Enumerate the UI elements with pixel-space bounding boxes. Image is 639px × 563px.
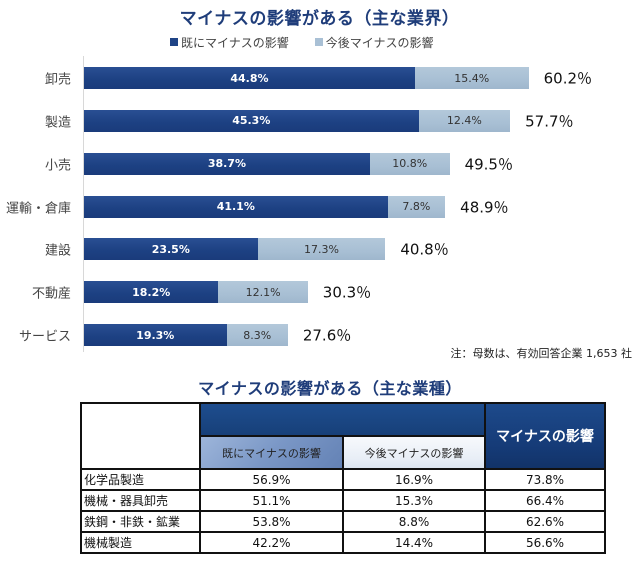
industry-table: マイナスの影響 既にマイナスの影響 今後マイナスの影響 化学品製造 56.9% … [80,402,606,554]
bar-segment-future: 8.3% [226,324,288,347]
table-header-already: 既にマイナスの影響 [199,435,344,470]
future-value: 8.8% [342,510,486,533]
category-label: 建設 [44,243,71,259]
already-value: 53.8% [199,510,344,533]
bar-value-label-already: 44.8% [230,71,269,85]
category-label: サービス [18,329,71,345]
bar-value-label-already: 19.3% [136,328,175,342]
chart-title: マイナスの影響がある（主な業界） [179,9,460,29]
bar-value-label-future: 12.4% [446,114,482,128]
bar-value-label-future: 17.3% [303,242,339,256]
total-value: 62.6% [484,510,606,533]
chart-legend: 既にマイナスの影響 今後マイナスの影響 [170,34,460,50]
industry-name: 鉄鋼・非鉄・鉱業 [80,510,201,533]
industry-name: 化学品製造 [80,468,201,491]
future-value: 16.9% [342,468,486,491]
industry-name: 機械・器具卸売 [80,489,201,512]
legend-swatch-future [314,38,323,46]
table-row: 化学品製造 56.9% 16.9% 73.8% [80,468,606,491]
table-subheader-row: 既にマイナスの影響 今後マイナスの影響 [81,435,605,470]
bar-value-label-already: 45.3% [232,114,271,128]
bar-segment-already: 19.3% [84,324,227,347]
future-value: 14.4% [342,531,486,554]
bar-segment-future: 15.4% [414,67,529,89]
bar-value-label-future: 15.4% [454,71,490,85]
future-value: 15.3% [342,489,486,512]
table-header-future: 今後マイナスの影響 [342,435,486,470]
bar-segment-already: 38.7% [84,152,370,175]
bar-segment-future: 12.4% [418,109,511,132]
table-corner-cell [80,402,201,470]
legend-label-already: 既にマイナスの影響 [181,35,289,50]
already-value: 42.2% [199,531,344,554]
bar-total-label: 60.2％ [543,69,593,88]
bar-total-label: 27.6％ [302,326,352,345]
already-value: 56.9% [199,468,344,491]
category-label: 製造 [44,115,71,131]
table-title: マイナスの影響がある（主な業種） [198,379,462,398]
bar-total-label: 57.7％ [525,112,574,131]
bar-value-label-already: 41.1% [216,200,255,214]
bar-segment-future: 10.8% [369,152,450,175]
category-label: 運輸・倉庫 [5,201,71,217]
table-row: 鉄鋼・非鉄・鉱業 53.8% 8.8% 62.6% [80,510,606,533]
table-row: 機械製造 42.2% 14.4% 56.6% [80,531,606,554]
bar-value-label-future: 10.8% [392,157,428,171]
table-header-row: マイナスの影響 [80,402,606,470]
category-axis-line [83,56,84,352]
legend-item-future: 今後マイナスの影響 [314,34,434,51]
bar-value-label-future: 12.1% [245,285,281,299]
bar-segment-already: 45.3% [84,109,419,132]
bar-total-label: 30.3％ [322,283,372,302]
bar-segment-future: 7.8% [387,195,446,218]
bar-segment-already: 44.8% [84,67,415,89]
bar-segment-future: 17.3% [257,238,386,261]
category-label: 小売 [44,158,71,174]
bar-plot-area: 卸売 44.8% 15.4% 60.2％ 製造 45.3% 12.4% 57.7％ 小売 38.7… [5,67,593,347]
bar-total-label: 40.8％ [400,240,449,259]
bar-segment-future: 12.1% [218,281,308,304]
bar-segment-already: 23.5% [84,238,258,261]
total-value: 66.4% [484,489,606,512]
legend-item-already: 既にマイナスの影響 [170,34,289,51]
bar-segment-already: 41.1% [84,195,388,218]
legend-swatch-already [170,38,178,46]
bar-value-label-already: 18.2% [132,285,171,299]
bar-value-label-future: 8.3% [243,328,272,342]
bar-total-label: 49.5％ [464,155,513,174]
legend-label-future: 今後マイナスの影響 [325,35,434,50]
industry-name: 機械製造 [80,531,201,554]
total-value: 56.6% [484,531,606,554]
bar-segment-already: 18.2% [84,281,219,304]
table-header-total: マイナスの影響 [484,402,606,470]
bar-value-label-already: 23.5% [151,242,190,256]
bar-value-label-future: 7.8% [402,200,431,214]
total-value: 73.8% [484,468,606,491]
category-label: 不動産 [31,286,71,302]
category-label: 卸売 [44,72,71,88]
table-row: 機械・器具卸売 51.1% 15.3% 66.4% [80,489,606,512]
bar-total-label: 48.9％ [460,198,509,217]
table-header-band [199,402,486,437]
already-value: 51.1% [199,489,344,512]
bar-value-label-already: 38.7% [207,157,246,171]
chart-note: 注：母数は、有効回答企業 1,653 社 [450,347,632,360]
